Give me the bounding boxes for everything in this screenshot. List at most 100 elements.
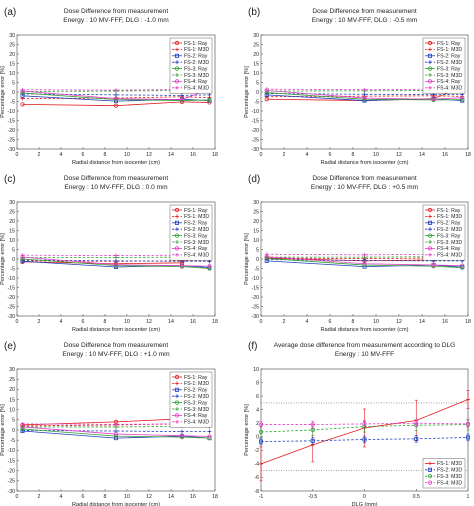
chart-subtitle: Energy : 10 MV-FFF, DLG : -0.5 mm: [312, 17, 418, 24]
y-tick-label: -15: [252, 285, 260, 291]
legend-marker: [427, 66, 433, 71]
x-axis-label: Radial distance from isocenter (cm): [72, 502, 160, 506]
data-point: [207, 264, 212, 269]
legend-marker: [428, 227, 432, 232]
legend-label: FS-2: Ray: [437, 54, 461, 60]
x-tick-label: 4: [306, 152, 309, 158]
y-tick-label: 0: [12, 90, 15, 96]
x-tick-label: 16: [190, 152, 196, 158]
y-axis-label: Percentage error [%]: [244, 66, 250, 118]
legend-label: FS-4: M3D: [184, 253, 209, 259]
legend-marker: [428, 214, 432, 219]
y-tick-label: -10: [8, 448, 16, 454]
y-tick-label: -25: [8, 479, 16, 485]
data-point: [180, 429, 184, 434]
data-point: [114, 88, 118, 92]
data-point: [259, 461, 263, 466]
y-tick-label: 15: [253, 61, 259, 67]
y-tick-label: 20: [253, 219, 259, 225]
legend-label: FS-1: M3D: [184, 381, 209, 387]
chart-subtitle: Energy : 10 MV-FFF, DLG : -1.0 mm: [63, 17, 169, 24]
data-point: [113, 262, 119, 267]
x-tick-label: 4: [306, 319, 309, 325]
x-tick-label: 14: [168, 152, 174, 158]
chart-title: Dose Difference from measurement: [64, 342, 168, 349]
series-line: [22, 93, 210, 96]
data-point: [362, 87, 367, 92]
x-tick-label: 14: [419, 152, 425, 158]
series-line: [266, 256, 463, 267]
legend-marker: [174, 400, 180, 405]
y-tick-label: -5: [254, 99, 259, 105]
series-line: [22, 96, 210, 100]
data-point: [431, 262, 436, 268]
y-tick-label: -15: [8, 285, 16, 291]
legend-marker: [427, 467, 432, 472]
legend-marker: [175, 214, 179, 219]
y-tick-label: -15: [252, 118, 260, 124]
legend-label: FS-3: Ray: [437, 66, 461, 72]
x-tick-label: 0: [260, 152, 263, 158]
data-point: [207, 92, 212, 97]
y-axis-label: Percentage error [%]: [0, 66, 6, 118]
y-tick-label: 25: [9, 209, 15, 215]
y-tick-label: 30: [9, 367, 15, 373]
y-tick-label: 30: [253, 200, 259, 206]
legend-label: FS-2: Ray: [184, 221, 208, 227]
y-tick-label: -20: [8, 295, 16, 301]
data-point: [113, 96, 119, 101]
data-point: [264, 252, 269, 257]
data-point: [460, 265, 465, 270]
data-point: [179, 97, 185, 102]
y-tick-label: 6: [256, 394, 259, 400]
chart-panel-5: (e) Dose Difference from measurement Energ…: [0, 341, 218, 506]
x-axis-label: Radial distance from isocenter (cm): [321, 327, 409, 333]
x-tick-label: 10: [124, 319, 130, 325]
legend-marker: [427, 480, 433, 485]
legend-marker: [428, 47, 432, 52]
data-point: [180, 93, 184, 98]
legend-label: FS-4: M3D: [437, 253, 462, 259]
legend-marker: [427, 53, 432, 58]
y-tick-label: -20: [252, 295, 260, 301]
data-point: [362, 261, 367, 266]
legend-marker: [428, 60, 432, 65]
y-tick-label: -5: [254, 266, 259, 272]
data-point: [362, 92, 367, 97]
x-tick-label: 10: [124, 494, 130, 500]
y-tick-label: -4: [254, 462, 259, 468]
legend-marker: [175, 60, 179, 65]
legend-marker: [428, 85, 432, 90]
x-tick-label: 4: [60, 152, 63, 158]
data-point: [362, 95, 367, 101]
chart-panel-4: (d) Dose Difference from measurement Energ…: [244, 174, 471, 333]
legend-marker: [175, 85, 179, 90]
legend-marker: [174, 66, 180, 71]
legend-marker: [427, 233, 433, 238]
data-point: [207, 434, 212, 439]
y-tick-label: 20: [9, 52, 15, 58]
y-tick-label: -30: [252, 147, 260, 153]
x-tick-label: 18: [212, 319, 218, 325]
legend-marker: [428, 461, 432, 466]
x-axis-label: Radial distance from isocenter (cm): [72, 160, 160, 166]
data-point: [114, 422, 118, 427]
y-tick-label: -25: [252, 304, 260, 310]
y-tick-label: -30: [8, 489, 16, 495]
series-7: [20, 255, 212, 269]
x-tick-label: 10: [373, 152, 379, 158]
data-point: [362, 421, 367, 426]
data-point: [114, 92, 118, 97]
x-tick-label: 8: [352, 152, 355, 158]
series-line: [22, 259, 210, 262]
data-point: [310, 422, 315, 427]
legend-marker: [174, 413, 180, 418]
data-point: [114, 436, 119, 441]
chart-subtitle: Energy : 10 MV-FFF, DLG : +0.5 mm: [311, 184, 419, 191]
y-axis-label: Percentage error [%]: [244, 233, 250, 285]
